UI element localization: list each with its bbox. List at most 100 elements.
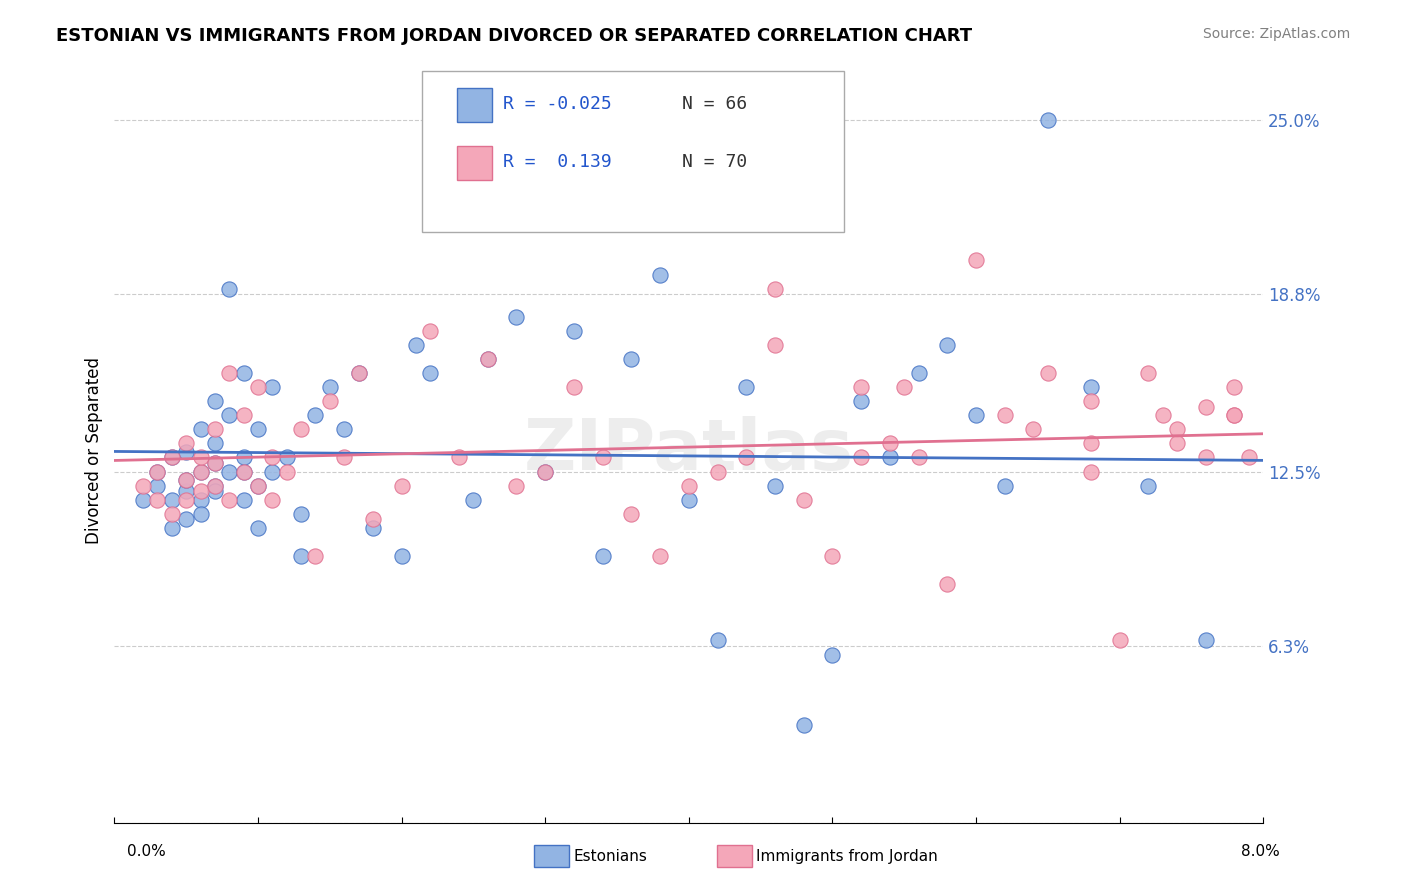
Point bbox=[347, 366, 370, 380]
Point bbox=[793, 492, 815, 507]
Point bbox=[1080, 436, 1102, 450]
Point bbox=[1137, 478, 1160, 492]
Point bbox=[333, 450, 356, 465]
Point bbox=[174, 473, 197, 487]
Point bbox=[562, 380, 585, 394]
Point bbox=[505, 478, 527, 492]
Point bbox=[190, 450, 212, 465]
Point bbox=[232, 450, 254, 465]
Point bbox=[879, 436, 901, 450]
Point bbox=[419, 366, 441, 380]
Point bbox=[146, 465, 169, 479]
Point bbox=[1080, 465, 1102, 479]
Point bbox=[592, 450, 614, 465]
Point bbox=[232, 465, 254, 479]
Point bbox=[160, 507, 183, 521]
Point bbox=[965, 253, 987, 268]
Point bbox=[319, 394, 342, 409]
Point bbox=[1166, 436, 1188, 450]
Point bbox=[232, 409, 254, 423]
Point bbox=[218, 465, 240, 479]
Point bbox=[174, 473, 197, 487]
Point bbox=[1195, 633, 1218, 648]
Point bbox=[965, 409, 987, 423]
Point bbox=[534, 465, 557, 479]
Point bbox=[146, 465, 169, 479]
Point bbox=[419, 324, 441, 338]
Point bbox=[174, 484, 197, 499]
Y-axis label: Divorced or Separated: Divorced or Separated bbox=[86, 357, 103, 544]
Point bbox=[218, 282, 240, 296]
Text: 8.0%: 8.0% bbox=[1240, 845, 1279, 859]
Text: Immigrants from Jordan: Immigrants from Jordan bbox=[756, 849, 938, 863]
Point bbox=[218, 409, 240, 423]
Point bbox=[247, 478, 270, 492]
Point bbox=[763, 338, 786, 352]
Point bbox=[592, 549, 614, 563]
Point bbox=[290, 422, 312, 436]
Point bbox=[160, 450, 183, 465]
Point bbox=[247, 521, 270, 535]
Point bbox=[620, 351, 643, 366]
Point bbox=[247, 422, 270, 436]
Point bbox=[218, 366, 240, 380]
Text: R =  0.139: R = 0.139 bbox=[503, 153, 612, 171]
Point bbox=[290, 507, 312, 521]
Point bbox=[849, 380, 872, 394]
Point bbox=[706, 465, 728, 479]
Point bbox=[907, 450, 929, 465]
Point bbox=[204, 422, 226, 436]
Point bbox=[994, 478, 1017, 492]
Point bbox=[190, 484, 212, 499]
Text: Source: ZipAtlas.com: Source: ZipAtlas.com bbox=[1202, 27, 1350, 41]
Point bbox=[204, 394, 226, 409]
Point bbox=[174, 436, 197, 450]
Point bbox=[204, 478, 226, 492]
Point bbox=[879, 450, 901, 465]
Point bbox=[735, 450, 758, 465]
Point bbox=[361, 512, 384, 526]
Point bbox=[1080, 380, 1102, 394]
Point bbox=[190, 507, 212, 521]
Point bbox=[190, 465, 212, 479]
Point bbox=[262, 450, 284, 465]
Point bbox=[347, 366, 370, 380]
Text: ZIPatlas: ZIPatlas bbox=[524, 416, 853, 485]
Point bbox=[735, 380, 758, 394]
Point bbox=[706, 633, 728, 648]
Point bbox=[204, 456, 226, 470]
Point bbox=[262, 492, 284, 507]
Point bbox=[204, 478, 226, 492]
Point bbox=[1195, 400, 1218, 414]
Point bbox=[936, 577, 959, 591]
Point bbox=[821, 549, 844, 563]
Point bbox=[132, 478, 155, 492]
Point bbox=[174, 492, 197, 507]
Point bbox=[190, 465, 212, 479]
Point bbox=[1022, 422, 1045, 436]
Point bbox=[333, 422, 356, 436]
Point bbox=[763, 478, 786, 492]
Point bbox=[1223, 380, 1246, 394]
Point bbox=[463, 492, 485, 507]
Point bbox=[247, 478, 270, 492]
Point bbox=[174, 512, 197, 526]
Point bbox=[1237, 450, 1260, 465]
Point bbox=[1166, 422, 1188, 436]
Point bbox=[907, 366, 929, 380]
Point bbox=[361, 521, 384, 535]
Point bbox=[1152, 409, 1174, 423]
Point bbox=[447, 450, 470, 465]
Point bbox=[190, 422, 212, 436]
Point bbox=[1108, 633, 1130, 648]
Point bbox=[146, 492, 169, 507]
Point bbox=[1223, 409, 1246, 423]
Point bbox=[276, 450, 298, 465]
Text: R = -0.025: R = -0.025 bbox=[503, 95, 612, 113]
Point bbox=[146, 478, 169, 492]
Point bbox=[477, 351, 499, 366]
Point bbox=[1195, 450, 1218, 465]
Point bbox=[1036, 366, 1059, 380]
Point bbox=[132, 492, 155, 507]
Point bbox=[262, 380, 284, 394]
